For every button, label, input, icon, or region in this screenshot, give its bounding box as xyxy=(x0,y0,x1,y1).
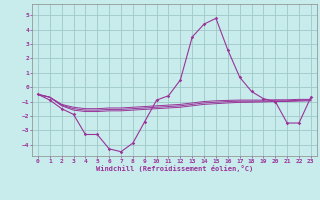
X-axis label: Windchill (Refroidissement éolien,°C): Windchill (Refroidissement éolien,°C) xyxy=(96,165,253,172)
